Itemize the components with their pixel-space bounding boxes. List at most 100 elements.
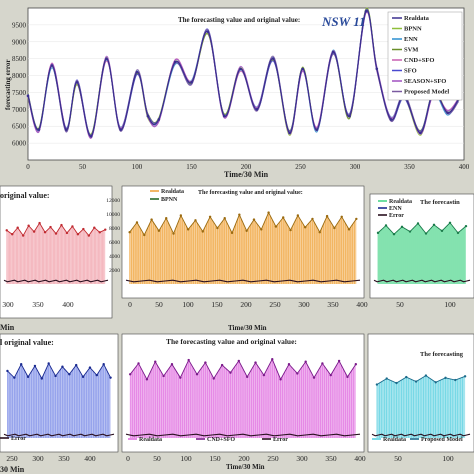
data-point — [162, 374, 165, 378]
data-point — [82, 227, 85, 231]
data-point — [400, 225, 404, 229]
data-point — [282, 216, 285, 219]
main-y-tick-label: 9500 — [12, 21, 27, 29]
data-point — [95, 373, 99, 377]
panel-2-x-ticks: 0 50 100 150 200 250 300 350 400 — [128, 300, 368, 309]
main-x-tick-label: 100 — [132, 163, 143, 171]
data-point — [287, 363, 291, 366]
data-point — [271, 358, 274, 361]
data-point — [145, 378, 149, 381]
main-data-point — [271, 57, 275, 60]
main-data-point — [105, 57, 108, 60]
p2-x-tick-label: 300 — [298, 300, 310, 309]
data-point — [204, 361, 207, 364]
p1-error-line — [3, 279, 109, 283]
main-y-tick-label: 7000 — [12, 106, 27, 114]
data-point — [424, 232, 428, 235]
panel-2-y-tick-label: 6000 — [109, 240, 120, 246]
data-point — [392, 233, 396, 236]
p3-legend-label: Error — [389, 213, 404, 219]
main-data-point — [173, 60, 177, 64]
p5-error-line — [125, 433, 361, 437]
data-point — [274, 225, 278, 228]
data-point — [98, 231, 101, 234]
data-point — [311, 217, 314, 221]
data-point — [347, 228, 351, 231]
panel-4-title: l original value: — [0, 338, 54, 347]
data-point — [172, 232, 175, 235]
data-point — [337, 359, 341, 363]
panel-4-bars — [3, 362, 115, 438]
panel-2-bars — [125, 211, 361, 284]
p2-x-tick-label: 250 — [269, 300, 281, 309]
p5-x-tick-label: 200 — [238, 454, 250, 463]
main-x-tick-label: 350 — [404, 163, 415, 171]
data-point — [150, 218, 153, 221]
data-point — [254, 361, 257, 364]
data-point — [32, 230, 36, 233]
main-data-point — [37, 128, 41, 131]
data-point — [216, 226, 219, 230]
data-point — [456, 231, 460, 235]
data-point — [109, 376, 112, 379]
main-legend-label: BPNN — [404, 26, 422, 33]
data-point — [444, 376, 447, 380]
data-point — [408, 230, 412, 233]
main-y-tick-label: 9000 — [12, 38, 27, 46]
p3-legend-label: ENN — [389, 206, 402, 212]
main-legend-label: Proposed Model — [404, 89, 449, 96]
data-point — [463, 375, 467, 378]
data-point — [252, 218, 256, 221]
data-point — [384, 224, 388, 227]
p6-x-tick-label: 50 — [394, 454, 402, 463]
main-data-point — [364, 10, 368, 13]
data-point — [448, 221, 452, 224]
main-series-lines — [26, 7, 460, 139]
data-point — [424, 374, 428, 377]
p2-x-tick-label: 350 — [327, 300, 339, 309]
panel-5-x-axis-label: Time/30 Min — [226, 463, 265, 471]
p5-line — [129, 358, 357, 381]
data-point — [304, 360, 307, 363]
p4-x-tick-label: 350 — [58, 454, 70, 463]
data-point — [87, 234, 91, 237]
data-point — [88, 366, 92, 369]
main-chart: 6000 6500 7000 7500 8000 8500 9000 9500 0 50 100 1… — [4, 7, 470, 179]
p1-x-tick-label: 300 — [2, 300, 14, 309]
panel-4: l original value: 250 300 350 400 30 Min Er… — [0, 333, 119, 474]
main-data-point — [75, 81, 79, 84]
data-point — [434, 381, 437, 384]
data-point — [245, 229, 248, 232]
p2-legend-label: Realdata — [161, 189, 184, 195]
panel-3-title: The forecastin — [420, 199, 460, 206]
main-data-point — [64, 128, 68, 131]
data-point — [16, 226, 19, 229]
panel-2-x-axis-label: Time/30 Min — [228, 324, 267, 332]
panel-5-bars — [125, 358, 361, 438]
main-legend-label: CND+SFO — [404, 57, 434, 64]
panel-1-bars — [3, 221, 109, 284]
data-point — [33, 364, 37, 368]
data-point — [230, 231, 234, 235]
data-point — [179, 376, 182, 379]
panel-2: 2000 4000 6000 8000 10000 12000 0 50 100 150 200 2… — [106, 185, 368, 332]
data-point — [354, 363, 358, 366]
data-point — [279, 378, 282, 381]
data-point — [81, 375, 85, 379]
data-point — [179, 214, 183, 217]
main-y-tick-label: 8500 — [12, 55, 27, 63]
p2-x-tick-label: 100 — [182, 300, 194, 309]
panel-5-legend: Realdata CND+SFO Error — [128, 437, 288, 443]
p1-x-tick-label: 350 — [32, 300, 44, 309]
main-data-point — [348, 114, 351, 118]
panel-6-x-ticks: 50 100 — [394, 454, 454, 463]
main-x-tick-label: 50 — [79, 163, 87, 171]
data-point — [340, 215, 343, 218]
data-point — [375, 383, 379, 386]
panel-5-x-ticks: 0 50 100 150 200 250 300 350 400 — [126, 454, 366, 463]
main-data-point — [301, 67, 304, 71]
main-x-tick-label: 400 — [459, 163, 470, 171]
main-data-point — [206, 30, 210, 33]
panel-6-bars — [371, 374, 471, 438]
